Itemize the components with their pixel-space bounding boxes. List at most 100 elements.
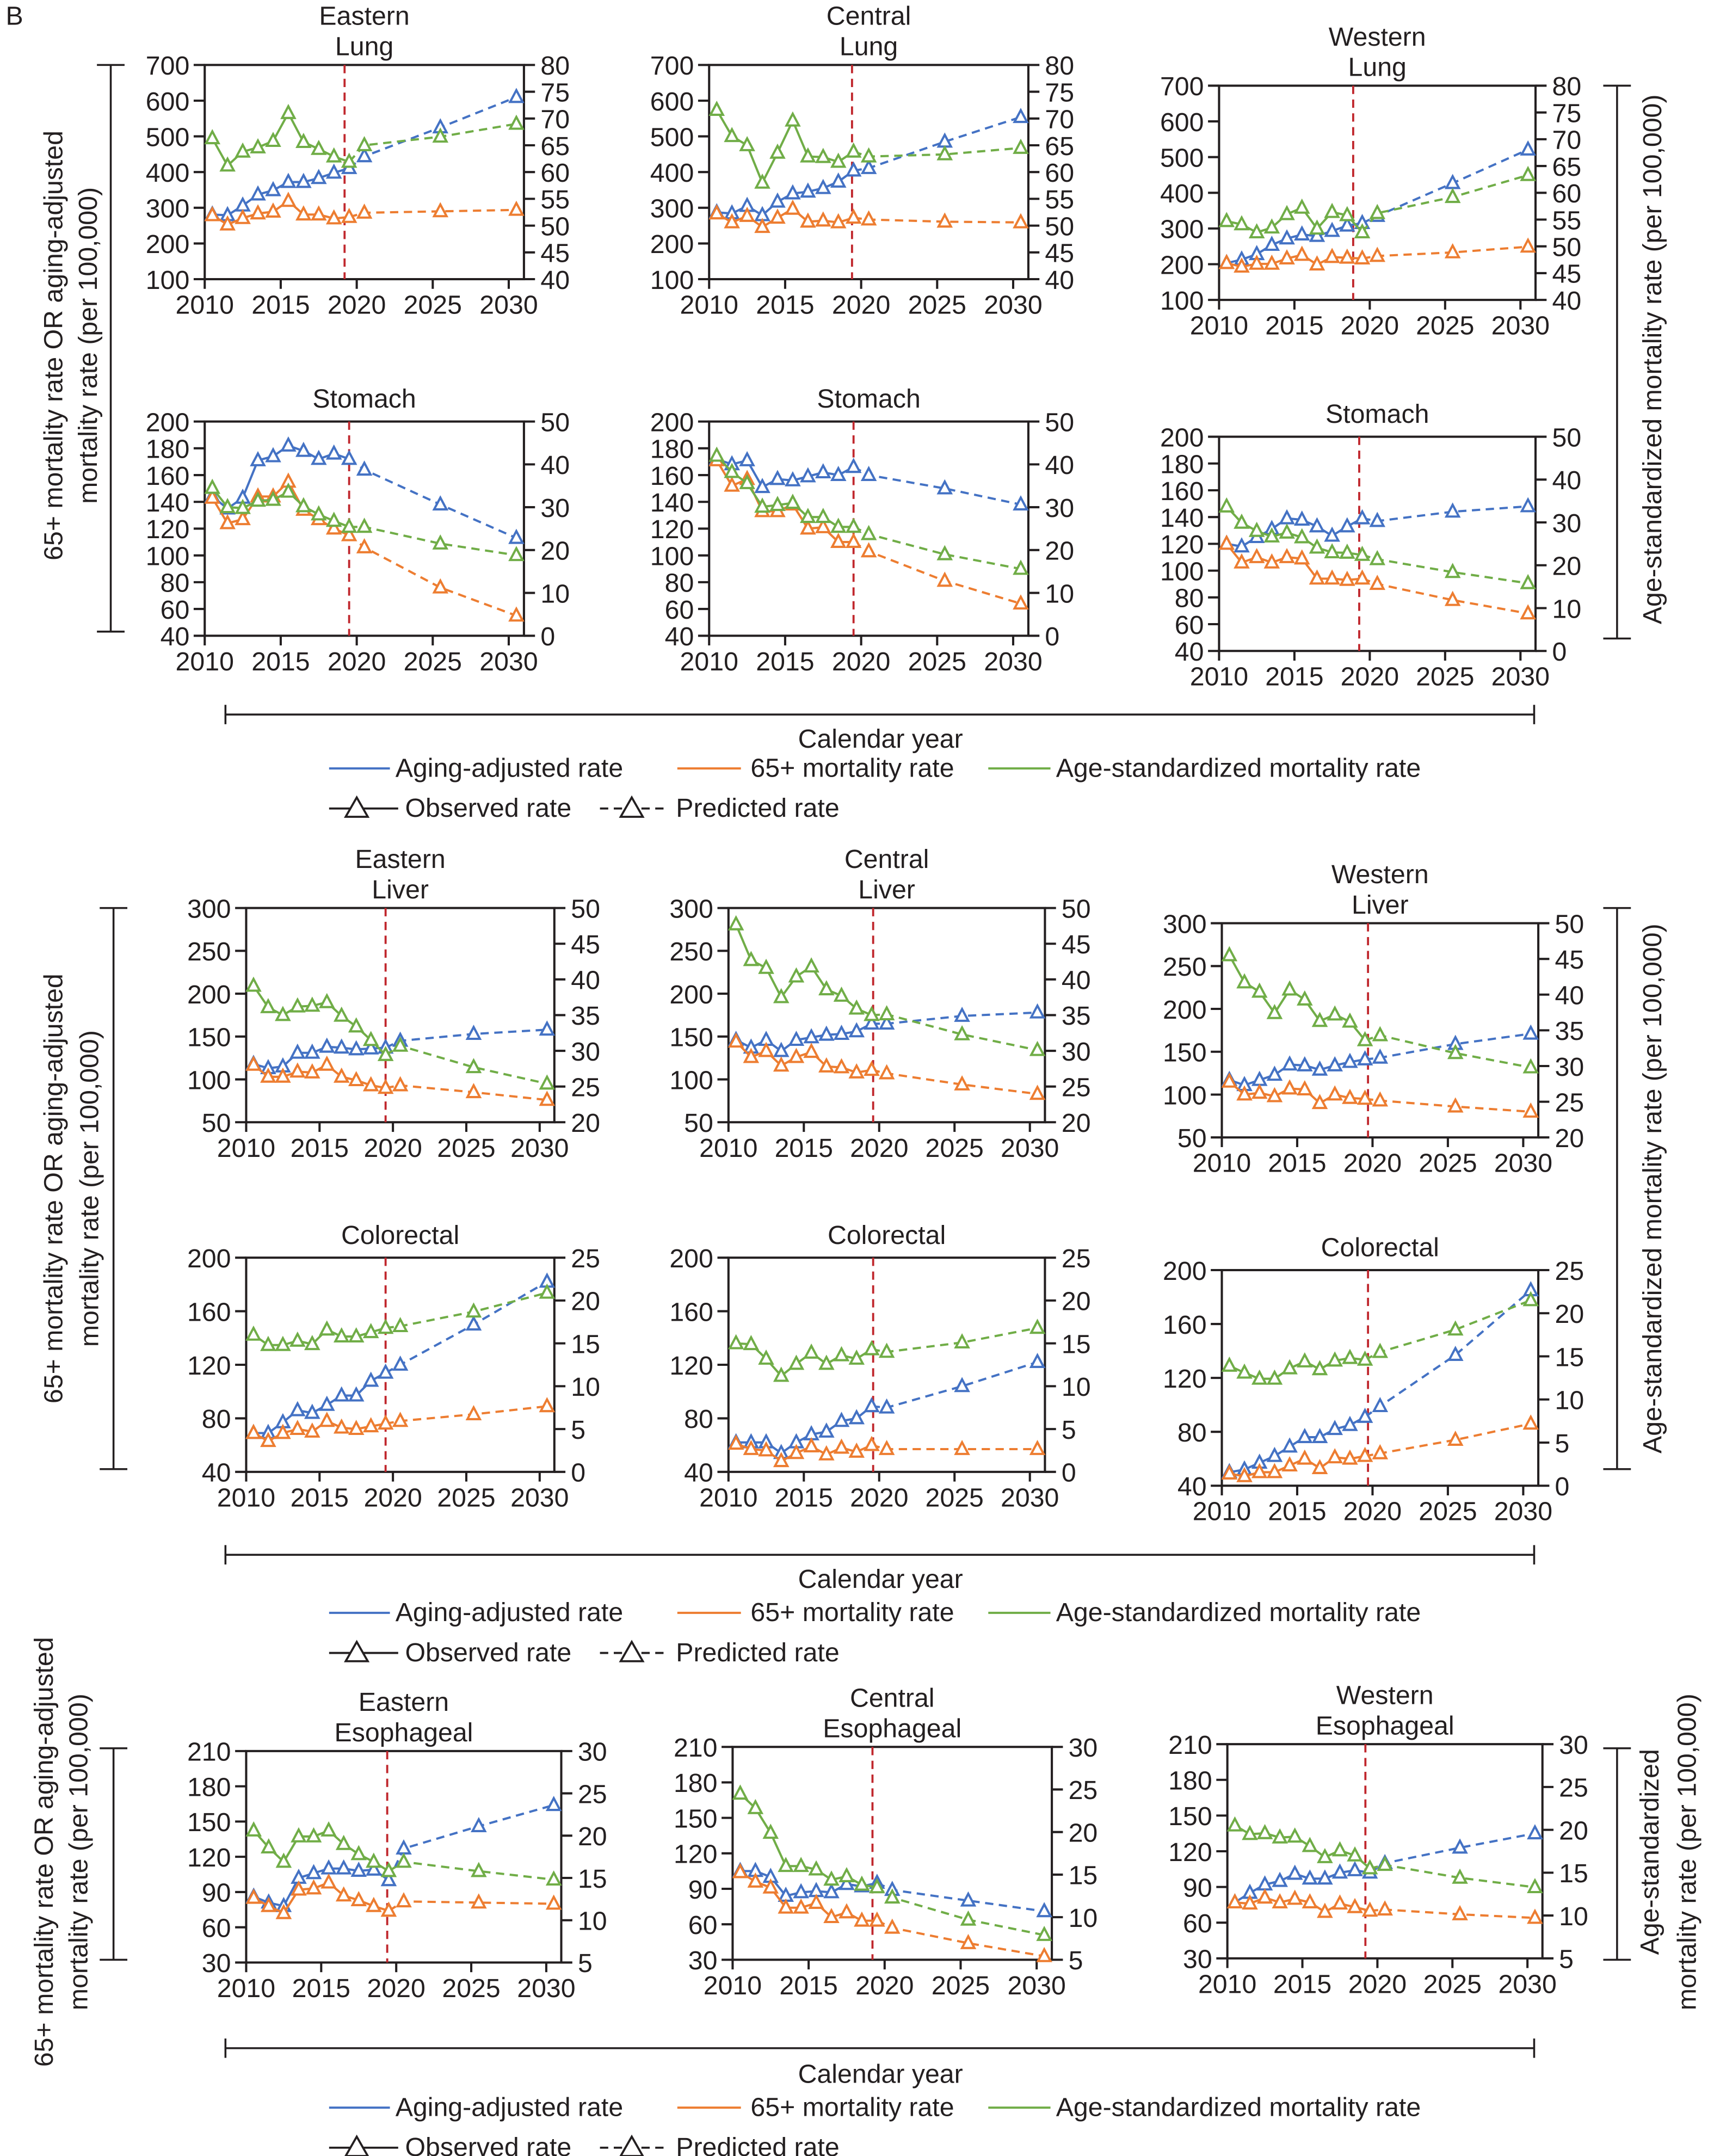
age_standardized-predicted-point [936,145,953,161]
panel-title: Colorectal [1321,1233,1439,1262]
mortality_65plus-observed-point [377,1079,394,1094]
right-y-tick-label: 15 [1069,1861,1098,1890]
aging_adjusted-predicted-point [954,1006,970,1022]
aging_adjusted-predicted-point [1444,502,1461,518]
age_standardized-observed-point [1293,528,1310,544]
chart-panel-stomach: Stomach406080100120140160180200010203040… [650,384,1074,676]
age_standardized-observed-point [304,1335,320,1351]
mortality_65plus-predicted-point [878,1439,895,1455]
left-y-tick-label: 160 [669,1297,713,1327]
right-y-tick-label: 5 [1555,1429,1570,1458]
section-3-annotations: 65+ mortality rate OR aging-adjusted mort… [29,1637,1702,2156]
age_standardized-observed-point [793,1857,809,1872]
right-y-tick-label: 25 [571,1073,600,1102]
mortality_65plus-observed-point [1293,245,1310,261]
age_standardized-observed-point [838,1867,855,1882]
right-y-tick-label: 80 [540,51,570,81]
panel-title: Lung [840,32,898,61]
aging_adjusted-observed-point [1279,229,1295,245]
aging_adjusted-observed-point [1281,1055,1298,1071]
right-y-tick-label: 55 [1552,206,1581,235]
age_standardized-predicted-point [508,546,525,562]
mortality_65plus-observed-point [1281,1456,1298,1472]
mortality_65plus-predicted-point [1522,1102,1539,1118]
right-y-tick-label: 40 [1555,981,1584,1011]
legend: Aging-adjusted rate 65+ mortality rate Age… [329,753,1421,823]
aging_adjusted-predicted-point [1522,1024,1539,1040]
aging_adjusted-predicted-line [387,1804,554,1881]
age_standardized-observed-point [250,491,266,507]
mortality_65plus-observed-point [818,1445,835,1461]
mortality_65plus-observed-point [1234,257,1250,273]
age_standardized-predicted-point [954,1333,970,1348]
mortality_65plus-observed-point [1324,569,1340,585]
right-y-tick-label: 45 [1552,260,1581,289]
age_standardized-observed-point [377,1045,394,1061]
chart-panel-stomach: Stomach406080100120140160180200010203040… [146,384,570,676]
mortality_65plus-observed-line [716,459,854,544]
x-tick-label: 2015 [251,291,310,320]
mortality_65plus-predicted-point [936,571,953,587]
mortality_65plus-observed-point [333,1067,350,1083]
mortality_65plus-observed-point [788,1048,805,1063]
left-y-tick-label: 80 [1177,1418,1207,1447]
x-tick-label: 2010 [217,1974,275,2003]
mortality_65plus-observed-point [304,1063,320,1079]
mortality_65plus-observed-point [1357,1446,1373,1462]
right-y-tick-label: 80 [1552,72,1581,101]
left-y-tick-label: 140 [146,488,190,518]
x-axis-title: Calendar year [798,1564,963,1594]
legend-predicted-label: Predicted rate [676,2133,839,2156]
x-tick-label: 2030 [984,291,1042,320]
aging_adjusted-observed-point [380,1871,397,1887]
aging_adjusted-observed-point [818,1422,835,1438]
mortality_65plus-predicted-point [392,1412,409,1427]
age_standardized-predicted-point [860,147,877,163]
age_standardized-observed-point [245,1325,262,1341]
age_standardized-predicted-line [388,1861,554,1881]
age_standardized-observed-point [318,993,335,1008]
left-y-tick-label: 100 [669,1065,713,1095]
mortality_65plus-observed-point [318,1055,335,1071]
mortality_65plus-observed-point [773,1452,790,1468]
mortality_65plus-observed-point [275,1067,291,1083]
age_standardized-predicted-line [1361,174,1528,233]
aging_adjusted-observed-line [736,1405,873,1455]
mortality_65plus-observed-point [275,1424,291,1439]
left-y-tick-label: 200 [146,230,190,259]
aging_adjusted-predicted-point [878,1014,895,1030]
aging_adjusted-observed-point [1293,510,1310,526]
left-y-tick-label: 400 [146,158,190,188]
aging_adjusted-predicted-point [539,1020,556,1036]
age_standardized-observed-point [788,1354,805,1370]
right-y-tick-label: 50 [1045,408,1074,437]
right-y-tick-label: 50 [571,894,600,923]
aging_adjusted-predicted-line [876,1882,1045,1913]
age_standardized-predicted-point [1444,563,1461,578]
left-y-tick-label: 180 [1160,450,1204,479]
right-y-tick-label: 50 [1045,212,1074,241]
right-y-tick-label: 30 [1062,1037,1091,1067]
mortality_65plus-observed-line [211,480,350,537]
left-y-tick-label: 120 [650,515,694,544]
age_standardized-observed-line [1225,506,1362,556]
age_standardized-observed-line [211,487,350,528]
right-y-tick-label: 75 [540,78,570,107]
age_standardized-observed-line [735,924,872,1017]
age_standardized-observed-point [788,967,805,983]
aging_adjusted-predicted-point [465,1315,482,1331]
mortality_65plus-observed-point [788,1444,805,1459]
panel-title: Esophageal [1316,1711,1454,1740]
mortality_65plus-observed-point [325,519,342,535]
age_standardized-observed-point [732,1784,749,1800]
right-y-tick-label: 45 [540,239,570,268]
aging_adjusted-observed-point [769,192,786,208]
panel-title: Eastern [359,1687,449,1717]
mortality_65plus-predicted-point [1447,1097,1464,1113]
x-tick-label: 2010 [1198,1969,1256,1999]
mortality_65plus-observed-point [724,213,740,229]
legend-aging_adjusted-label: Aging-adjusted rate [396,753,623,783]
x-tick-label: 2020 [1343,1149,1402,1178]
left-y-axis-title: mortality rate (per 100,000) [75,1030,104,1347]
